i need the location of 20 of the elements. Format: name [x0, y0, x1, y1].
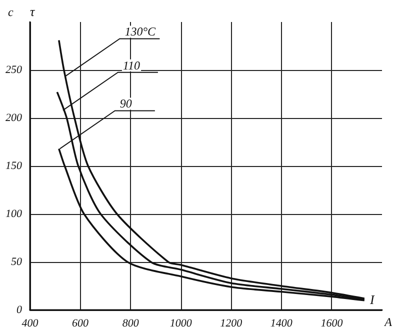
y-tick-label: 150 [6, 160, 22, 172]
x-tick-label: 600 [72, 318, 90, 330]
y-tick-label: 0 [16, 304, 22, 316]
annotation: 110 [122, 58, 140, 72]
x-tick-label: 400 [22, 318, 39, 330]
x-tick-label: 1400 [270, 318, 293, 330]
y-tick-label: 100 [6, 208, 22, 220]
annotation: 90 [120, 96, 132, 111]
x-axis-title: I [369, 292, 375, 307]
x-tick-label: 1000 [170, 318, 192, 330]
x-tick-label: 1200 [220, 318, 243, 330]
annotation: 130°C [124, 24, 156, 39]
text: c [8, 5, 14, 19]
y-axis-title: τ [30, 4, 36, 19]
x-tick-label: 1600 [320, 318, 344, 330]
y-tick-label: 50 [11, 256, 22, 268]
x-tick-label: 800 [122, 318, 140, 330]
y-tick-label: 250 [6, 64, 22, 76]
y-tick-label: 200 [6, 112, 22, 124]
text: A [384, 315, 393, 329]
